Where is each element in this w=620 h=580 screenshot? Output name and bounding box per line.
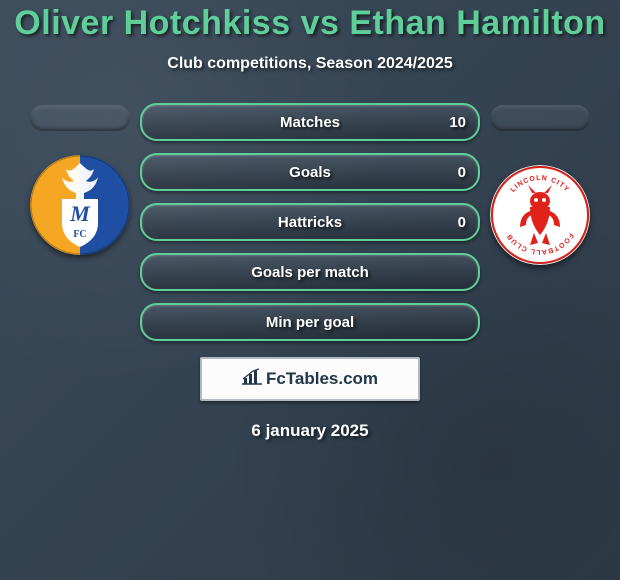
- subtitle: Club competitions, Season 2024/2025: [0, 55, 620, 73]
- stat-label: Hattricks: [278, 214, 342, 231]
- branding-label: FcTables.com: [266, 369, 378, 389]
- chart-icon: [242, 368, 262, 391]
- stat-bar-goals: Goals 0: [140, 153, 480, 191]
- stat-label: Matches: [280, 114, 340, 131]
- stat-right-value: 0: [458, 214, 466, 231]
- lincoln-crest-icon: LINCOLN CITY FOOTBALL CLUB: [490, 165, 590, 265]
- right-team-crest: LINCOLN CITY FOOTBALL CLUB: [490, 165, 590, 265]
- stat-bar-matches: Matches 10: [140, 103, 480, 141]
- left-value-pill: [30, 105, 130, 131]
- stat-bar-min-per-goal: Min per goal: [140, 303, 480, 341]
- svg-text:FC: FC: [73, 229, 86, 240]
- right-player-column: LINCOLN CITY FOOTBALL CLUB: [480, 103, 600, 265]
- mansfield-crest-icon: M FC: [30, 155, 130, 255]
- date-label: 6 january 2025: [0, 421, 620, 441]
- stat-right-value: 10: [449, 114, 466, 131]
- stat-label: Min per goal: [266, 314, 354, 331]
- stat-label: Goals: [289, 164, 331, 181]
- branding-box[interactable]: FcTables.com: [200, 357, 420, 401]
- left-player-column: M FC: [20, 103, 140, 255]
- left-team-crest: M FC: [30, 155, 130, 255]
- stat-bar-goals-per-match: Goals per match: [140, 253, 480, 291]
- comparison-panel: M FC Matches 10 Goals 0 Hattr: [0, 103, 620, 353]
- stat-right-value: 0: [458, 164, 466, 181]
- right-value-pill: [490, 105, 590, 131]
- stat-bar-hattricks: Hattricks 0: [140, 203, 480, 241]
- stats-column: Matches 10 Goals 0 Hattricks 0 Goals per…: [140, 103, 480, 353]
- svg-text:M: M: [69, 201, 91, 226]
- stat-label: Goals per match: [251, 264, 369, 281]
- page-title: Oliver Hotchkiss vs Ethan Hamilton: [0, 0, 620, 43]
